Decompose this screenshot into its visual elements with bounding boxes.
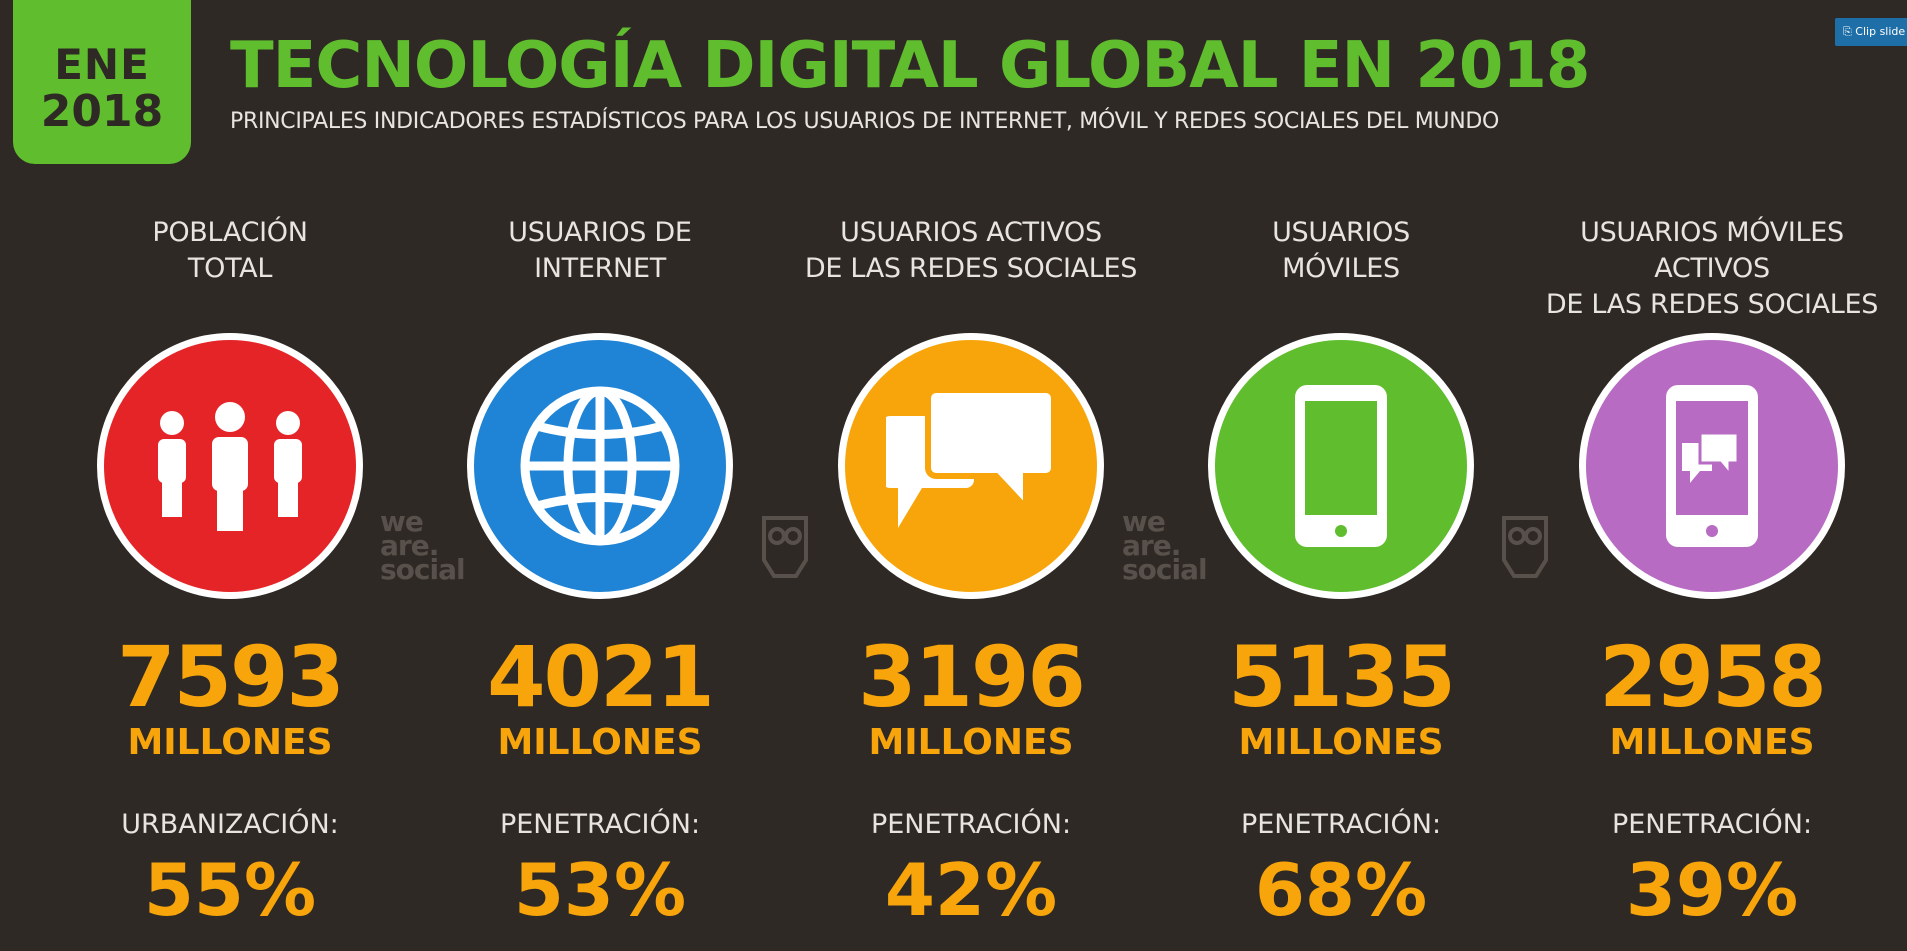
globe-icon [520,386,680,546]
column-unit: MILLONES [497,722,703,763]
icon-circle [1208,333,1474,599]
column-unit: MILLONES [127,722,333,763]
column-stat-label: PENETRACIÓN: [1611,809,1813,840]
column-stat-label: PENETRACIÓN: [870,809,1072,840]
we-are-social-watermark: we are. social [1122,505,1208,586]
page-title: TECNOLOGÍA DIGITAL GLOBAL EN 2018 [230,29,1590,103]
icon-circle [1579,333,1845,599]
column-stat-value: 55% [143,848,317,932]
column-unit: MILLONES [1609,722,1815,763]
column-stat-value: 53% [513,848,687,932]
stat-column-internet: USUARIOS DE INTERNET 4021 MILLONES PENET… [415,215,785,926]
badge-month: ENE [54,40,150,89]
stat-column-mobile-social: USUARIOS MÓVILES ACTIVOS DE LAS REDES SO… [1527,215,1897,926]
column-stat-value: 68% [1254,848,1428,932]
stat-column-mobile: USUARIOS MÓVILES 5135 MILLONES PENETRACI… [1156,215,1526,926]
column-stat-value: 42% [884,848,1058,932]
date-badge: ENE 2018 [13,0,191,164]
mobile-phone-icon [1295,385,1387,547]
column-label: POBLACIÓN TOTAL [152,217,308,284]
column-value: 7593 [117,628,345,726]
column-unit: MILLONES [868,722,1074,763]
column-value: 5135 [1228,628,1456,726]
stat-column-population: POBLACIÓN TOTAL 7593 MILLONES URBANIZACI… [45,215,415,926]
people-icon [158,402,302,531]
column-stat-label: URBANIZACIÓN: [121,809,339,840]
chat-bubbles-icon [886,387,1056,528]
column-label: USUARIOS DE INTERNET [508,217,692,284]
stat-column-social: USUARIOS ACTIVOS DE LAS REDES SOCIALES 3… [786,215,1156,926]
column-stat-label: PENETRACIÓN: [499,809,701,840]
column-value: 3196 [858,628,1086,726]
column-unit: MILLONES [1238,722,1444,763]
column-label: USUARIOS MÓVILES [1272,217,1410,284]
clip-slide-button[interactable]: ⎘ Clip slide [1835,18,1907,46]
column-value: 4021 [487,628,715,726]
owl-logo-icon [1502,516,1548,578]
mobile-chat-icon [1666,385,1758,547]
we-are-social-watermark: we are. social [380,505,466,586]
column-label: USUARIOS ACTIVOS DE LAS REDES SOCIALES [804,217,1138,284]
icon-circle [97,333,363,599]
clip-icon: ⎘ [1843,25,1856,38]
owl-logo-icon [762,516,808,578]
badge-year: 2018 [40,86,164,137]
column-stat-value: 39% [1625,848,1799,932]
column-value: 2958 [1599,628,1827,726]
column-stat-label: PENETRACIÓN: [1240,809,1442,840]
column-label: USUARIOS MÓVILES ACTIVOS DE LAS REDES SO… [1545,217,1879,320]
icon-circle [467,333,733,599]
page-subtitle: PRINCIPALES INDICADORES ESTADÍSTICOS PAR… [230,109,1500,134]
clip-button-label: Clip slide [1855,25,1906,38]
icon-circle [838,333,1104,599]
